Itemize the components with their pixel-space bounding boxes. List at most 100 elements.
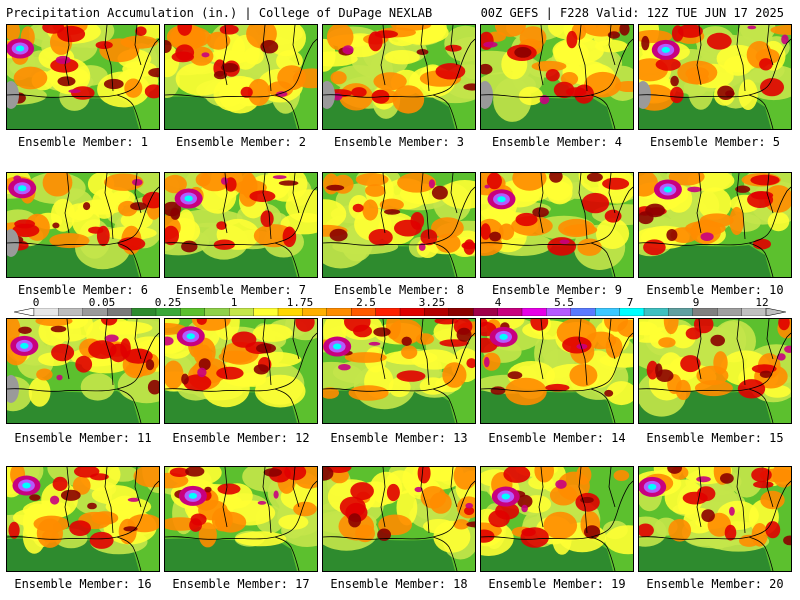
ensemble-member-label: Ensemble Member: 19 [488,577,626,591]
ensemble-panel [638,466,792,572]
ensemble-member-label: Ensemble Member: 10 [646,283,784,297]
ensemble-panel [322,172,476,278]
precip-map [165,173,317,277]
ensemble-panel [480,466,634,572]
ensemble-member-label: Ensemble Member: 9 [491,283,623,297]
precip-map [7,173,159,277]
ensemble-member-label: Ensemble Member: 14 [488,431,626,445]
model-run-valid-time: 00Z GEFS | F228 Valid: 12Z TUE JUN 17 20… [480,6,784,20]
legend-color-swatch [473,308,499,316]
precip-map [639,467,791,571]
legend-tick-label: 0 [32,296,40,309]
legend-color-swatch [717,308,743,316]
legend-color-swatch [546,308,572,316]
precip-map [323,319,475,423]
legend-color-swatch [448,308,474,316]
ensemble-panel [322,24,476,130]
ensemble-panel [322,318,476,424]
precip-map [7,319,159,423]
legend-tick-label: 1 [230,296,238,309]
ensemble-panel [6,466,160,572]
ensemble-member-label: Ensemble Member: 8 [333,283,465,297]
precip-map [7,25,159,129]
legend-color-swatch [351,308,377,316]
legend-color-swatch [375,308,401,316]
ensemble-member-label: Ensemble Member: 13 [330,431,468,445]
precip-map [481,467,633,571]
legend-tick-label: 3.25 [418,296,446,309]
legend-tick-label: 0.05 [88,296,116,309]
legend-color-swatch [253,308,279,316]
legend-tick-label: 2.5 [356,296,376,309]
legend-color-swatch [619,308,645,316]
ensemble-member-label: Ensemble Member: 17 [172,577,310,591]
ensemble-panel [6,318,160,424]
legend-tick-label: 9 [692,296,700,309]
legend-color-swatch [399,308,425,316]
precip-map [323,25,475,129]
ensemble-panel [480,24,634,130]
precip-map [481,319,633,423]
legend-color-swatch [180,308,206,316]
ensemble-panel [480,172,634,278]
legend-color-swatch [82,308,108,316]
precip-map [165,319,317,423]
legend-color-swatch [497,308,523,316]
ensemble-panel [6,172,160,278]
legend-color-swatch [58,308,84,316]
precip-map [165,25,317,129]
legend-color-swatch [570,308,596,316]
legend-tick-label: 5.5 [554,296,574,309]
ensemble-member-label: Ensemble Member: 18 [330,577,468,591]
legend-color-swatch [204,308,230,316]
legend-color-swatch [33,308,59,316]
ensemble-panel [164,172,318,278]
ensemble-member-label: Ensemble Member: 2 [175,135,307,149]
ensemble-panel [322,466,476,572]
legend-colorbar [14,308,786,316]
legend-color-swatch [668,308,694,316]
legend-color-swatch [302,308,328,316]
legend-color-swatch [521,308,547,316]
ensemble-panel [164,24,318,130]
precip-map [165,467,317,571]
legend-color-swatch [424,308,450,316]
ensemble-member-label: Ensemble Member: 4 [491,135,623,149]
ensemble-member-label: Ensemble Member: 7 [175,283,307,297]
legend-arrow-left [14,308,35,316]
legend-color-swatch [692,308,718,316]
legend-color-swatch [643,308,669,316]
legend-color-swatch [155,308,181,316]
legend-color-swatch [131,308,157,316]
legend-color-swatch [741,308,767,316]
ensemble-member-label: Ensemble Member: 3 [333,135,465,149]
ensemble-member-label: Ensemble Member: 15 [646,431,784,445]
legend-color-swatch [595,308,621,316]
precip-map [323,173,475,277]
ensemble-panel [638,172,792,278]
ensemble-member-label: Ensemble Member: 1 [17,135,149,149]
map-title: Precipitation Accumulation (in.) | Colle… [6,6,433,20]
legend-tick-label: 12 [755,296,769,309]
legend-color-swatch [107,308,133,316]
precip-map [639,25,791,129]
ensemble-member-label: Ensemble Member: 20 [646,577,784,591]
ensemble-panel [480,318,634,424]
ensemble-panel [164,318,318,424]
legend-color-swatch [229,308,255,316]
precip-map [639,319,791,423]
ensemble-panel [164,466,318,572]
ensemble-panel [638,318,792,424]
precip-map [481,173,633,277]
legend-tick-label: 1.75 [286,296,314,309]
legend-color-swatch [277,308,303,316]
legend-tick-label: 0.25 [154,296,182,309]
precip-map [323,467,475,571]
ensemble-member-label: Ensemble Member: 11 [14,431,152,445]
precip-map [481,25,633,129]
precip-map [639,173,791,277]
ensemble-member-label: Ensemble Member: 16 [14,577,152,591]
ensemble-panel [6,24,160,130]
ensemble-panel [638,24,792,130]
legend-color-swatch [326,308,352,316]
